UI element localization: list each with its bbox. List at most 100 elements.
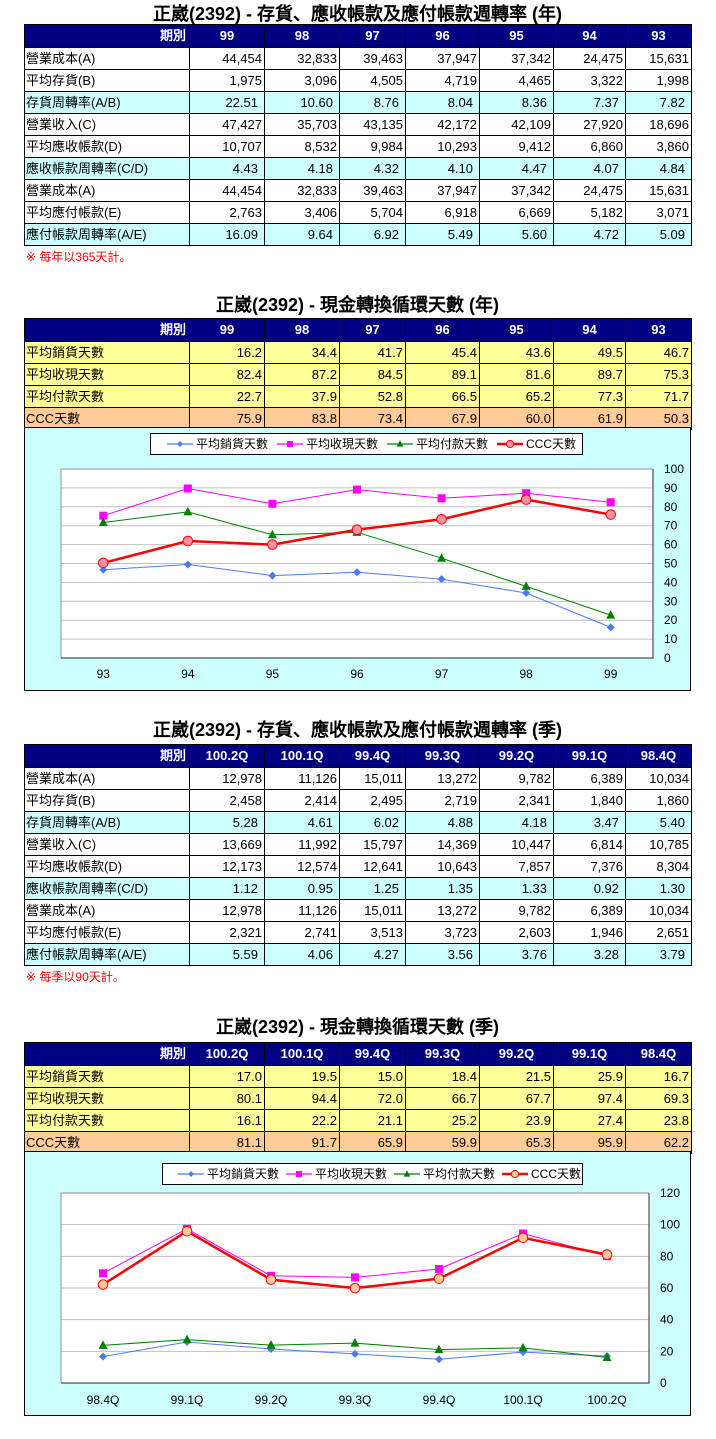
circle-marker-icon (517, 1232, 529, 1244)
cell-value: 1.30 (625, 877, 692, 900)
period-header: 99.3Q (405, 744, 480, 768)
circle-marker-icon (182, 535, 194, 547)
table-row: 平均應收帳款(D) 10,707 8,532 9,984 10,293 9,412 6,86… (24, 135, 692, 158)
plot-border (60, 468, 653, 658)
legend-box (150, 433, 583, 455)
cell-value: 43,135 (339, 113, 406, 136)
cell-value: 87.2 (264, 363, 340, 386)
period-column-label: 期別 (24, 744, 190, 768)
table-header-row: 期別 100.2Q 100.1Q 99.4Q 99.3Q 99.2Q 99.1Q 98.4Q (24, 1042, 692, 1066)
cell-value: 3,406 (264, 201, 340, 224)
table-row: 營業成本(A) 44,454 32,833 39,463 37,947 37,342 24,… (24, 47, 692, 70)
triangle-marker-icon (606, 610, 616, 619)
cell-value: 49.5 (553, 341, 626, 364)
square-marker-icon (437, 494, 446, 503)
annual-ccc-chart: 0 10 20 30 40 50 60 70 80 90 100 93 94 95 96 97 98 99 平均銷貨… (24, 427, 691, 691)
cell-value: 4.18 (264, 157, 340, 180)
cell-value: 12,978 (189, 767, 265, 790)
y-axis-label: 120 (660, 1186, 680, 1200)
table-row: CCC天數 75.9 83.8 73.4 67.9 60.0 61.9 50.3 (24, 407, 692, 430)
diamond-marker-icon (606, 623, 615, 632)
legend-label: 平均收現天數 (315, 1167, 387, 1181)
row-label: 營業成本(A) (24, 47, 190, 70)
cell-value: 7,376 (553, 855, 626, 878)
y-axis-label: 0 (660, 1376, 667, 1390)
triangle-marker-icon (267, 529, 277, 539)
x-axis-label: 97 (435, 667, 449, 681)
cell-value: 65.2 (479, 385, 554, 408)
cell-value: 9.64 (264, 223, 340, 246)
period-header: 97 (339, 318, 406, 342)
cell-value: 59.9 (405, 1131, 480, 1154)
cell-value: 66.7 (405, 1087, 480, 1110)
cell-value: 6,389 (553, 767, 626, 790)
legend-box (162, 1163, 583, 1185)
cell-value: 83.8 (264, 407, 340, 430)
legend-item-avg-sales-days: 平均銷貨天數 (167, 436, 268, 451)
series-avg-sales-days (99, 560, 615, 632)
legend-item-avg-payment-days: 平均付款天數 (394, 1167, 495, 1181)
table-row: 平均銷貨天數 16.2 34.4 41.7 45.4 43.6 49.5 46.7 (24, 341, 692, 364)
square-marker-icon (99, 1269, 107, 1278)
table-row: CCC天數 81.1 91.7 65.9 59.9 65.3 95.9 62.2 (24, 1131, 692, 1154)
legend-item-avg-payment-days: 平均付款天數 (387, 437, 488, 451)
cell-value: 3,096 (264, 69, 340, 92)
diamond-marker-icon (268, 571, 277, 580)
cell-value: 7,857 (479, 855, 554, 878)
period-header: 94 (553, 318, 626, 342)
cell-value: 2,458 (189, 789, 265, 812)
cell-value: 81.6 (479, 363, 554, 386)
row-label: 營業收入(C) (24, 113, 190, 136)
y-axis-label: 70 (664, 519, 678, 533)
y-axis-label: 80 (664, 500, 678, 514)
period-header: 99.1Q (553, 1042, 626, 1066)
cell-value: 69.3 (625, 1087, 692, 1110)
cell-value: 11,992 (264, 833, 340, 856)
circle-marker-icon (601, 1249, 613, 1260)
cell-value: 6,669 (479, 201, 554, 224)
circle-marker-icon (97, 557, 109, 569)
row-label: 應收帳款周轉率(C/D) (24, 157, 190, 180)
period-header: 93 (625, 318, 692, 342)
cell-value: 95.9 (553, 1131, 626, 1154)
table-header-row: 期別 100.2Q 100.1Q 99.4Q 99.3Q 99.2Q 99.1Q 98.4Q (24, 744, 692, 768)
cell-value: 6,389 (553, 899, 626, 922)
x-axis-label: 99.1Q (171, 1393, 204, 1407)
y-axis-label: 40 (664, 575, 678, 589)
cell-value: 5.49 (405, 223, 480, 246)
period-header: 93 (625, 24, 692, 48)
x-axis-label: 95 (266, 667, 280, 681)
legend-label: 平均收現天數 (306, 437, 378, 451)
legend-label: CCC天數 (531, 1167, 581, 1181)
cell-value: 12,978 (189, 899, 265, 922)
y-axis-label: 60 (664, 538, 678, 552)
cell-value: 24,475 (553, 47, 626, 70)
cell-value: 12,574 (264, 855, 340, 878)
period-header: 99.4Q (339, 1042, 406, 1066)
cell-value: 22.7 (189, 385, 265, 408)
series-ccc-days (97, 1225, 613, 1294)
table-row: 平均銷貨天數 17.0 19.5 15.0 18.4 21.5 25.9 16.7 (24, 1065, 692, 1088)
legend-item-ccc-days: CCC天數 (502, 1167, 581, 1181)
x-axis-label: 96 (350, 667, 364, 681)
diamond-marker-icon (188, 1171, 194, 1177)
period-header: 96 (405, 318, 480, 342)
cell-value: 16.1 (189, 1109, 265, 1132)
row-label: 平均存貨(B) (24, 69, 190, 92)
square-marker-icon (296, 1171, 302, 1177)
chart-legend: 平均銷貨天數 平均收現天數 平均付款天數 CCC天數 (150, 433, 583, 455)
cell-value: 72.0 (339, 1087, 406, 1110)
cell-value: 81.1 (189, 1131, 265, 1154)
period-column-label: 期別 (24, 24, 190, 48)
cell-value: 0.95 (264, 877, 340, 900)
square-marker-icon (435, 1265, 443, 1273)
x-axis-label: 99.2Q (255, 1393, 288, 1407)
cell-value: 7.82 (625, 91, 692, 114)
triangle-marker-icon (602, 1352, 612, 1362)
cell-value: 66.5 (405, 385, 480, 408)
row-label: CCC天數 (24, 1131, 190, 1154)
cell-value: 4.27 (339, 943, 406, 966)
period-header: 98 (264, 318, 340, 342)
cell-value: 32,833 (264, 47, 340, 70)
triangle-marker-icon (403, 1170, 411, 1177)
